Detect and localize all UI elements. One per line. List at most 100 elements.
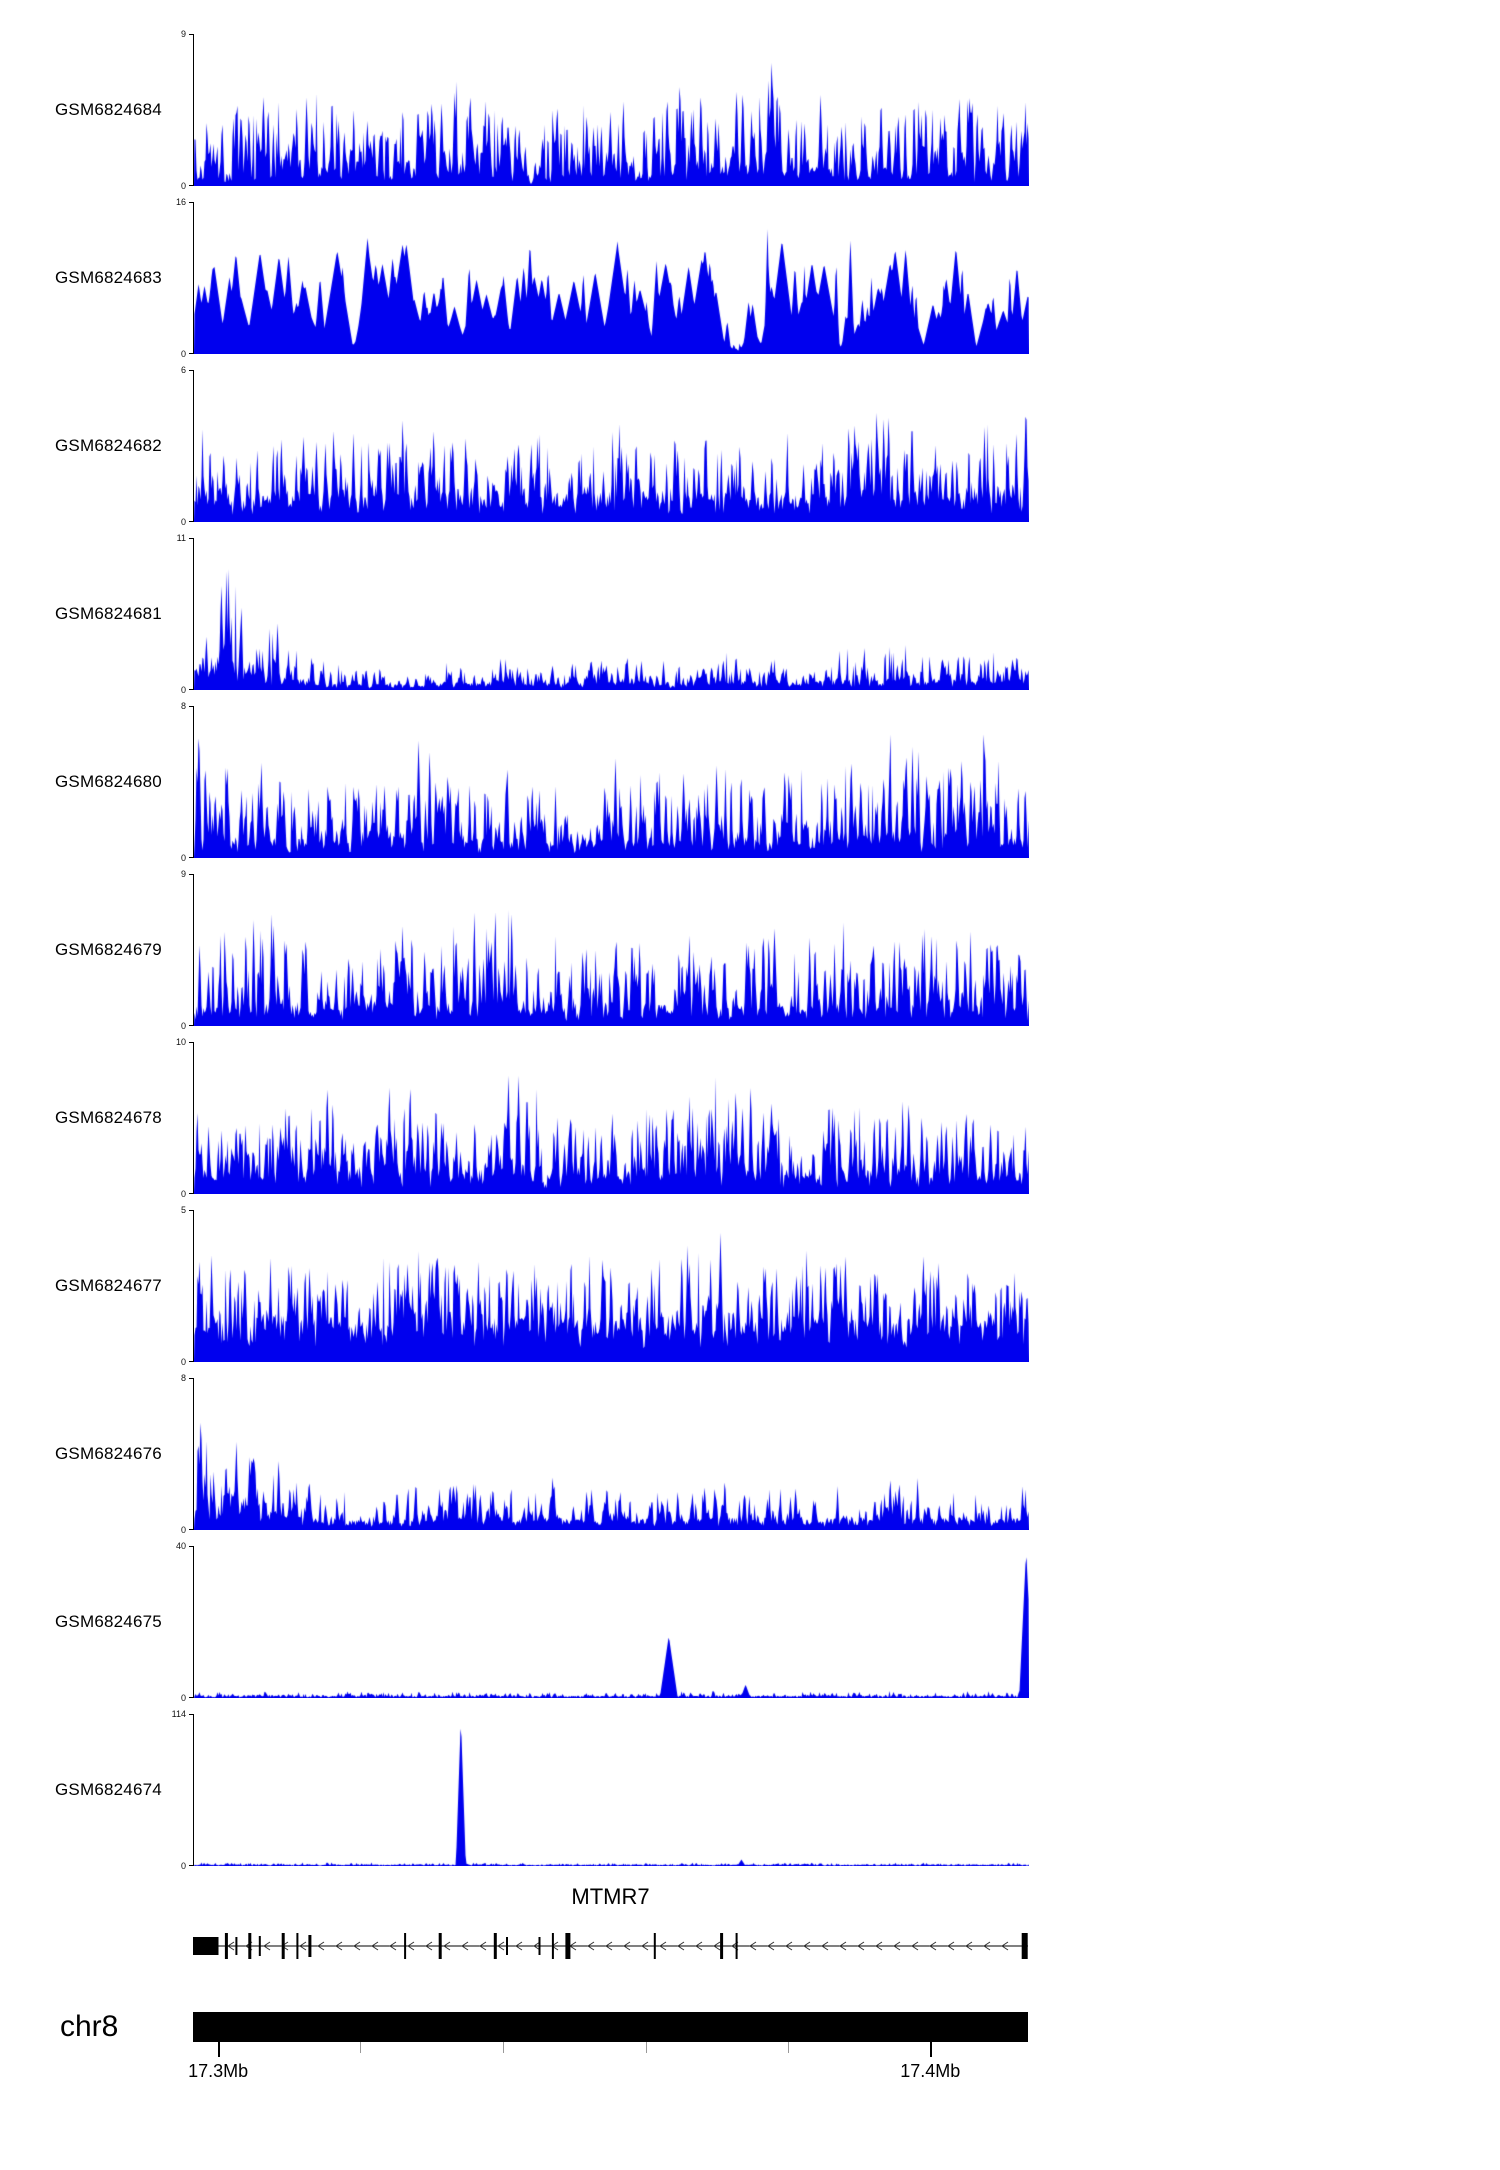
chromosome-label: chr8 (60, 2010, 119, 2043)
ruler-tick-label: 17.4Mb (900, 2061, 961, 2081)
track-ymax-label: 9 (180, 29, 186, 39)
strand-arrow-left-icon (911, 1941, 919, 1951)
gene-exon (720, 1933, 724, 1959)
gene-exon (1021, 1933, 1028, 1959)
track-signal-canvas (194, 202, 1029, 354)
strand-arrow-left-icon (389, 1941, 397, 1951)
track-ymin-label: 0 (180, 1525, 186, 1535)
strand-arrow-left-icon (659, 1941, 667, 1951)
track-ymax-label: 8 (180, 1373, 186, 1383)
gene-exon (308, 1935, 312, 1957)
track-label: GSM6824674 (55, 1780, 162, 1799)
track-ymax-label: 6 (180, 365, 186, 375)
gene-model-track (192, 1916, 1028, 1976)
gene-exon (296, 1933, 299, 1959)
strand-arrow-left-icon (461, 1941, 469, 1951)
chromosome-ideogram-bar (193, 2012, 1028, 2042)
strand-arrow-left-icon (839, 1941, 847, 1951)
track-row: GSM6824683 16 0 (0, 197, 1500, 359)
track-row: GSM6824684 9 0 (0, 29, 1500, 191)
strand-arrow-left-icon (479, 1941, 487, 1951)
track-label: GSM6824682 (55, 436, 162, 455)
strand-arrow-left-icon (767, 1941, 775, 1951)
gene-name-label: MTMR7 (571, 1884, 650, 1909)
track-signal-canvas (194, 370, 1029, 522)
gene-exon (258, 1936, 261, 1956)
track-plot (189, 34, 1029, 186)
strand-arrow-left-icon (605, 1941, 613, 1951)
ruler-minor-tick (502, 2042, 504, 2053)
track-row: GSM6824681 11 0 (0, 533, 1500, 695)
track-signal-canvas (194, 1210, 1029, 1362)
ruler-minor-tick (788, 2042, 790, 2053)
track-signal-canvas (194, 1546, 1029, 1698)
strand-arrow-left-icon (335, 1941, 343, 1951)
gene-exon (506, 1937, 508, 1955)
gene-exon (281, 1933, 285, 1959)
gene-exon (235, 1937, 238, 1955)
gene-exon (404, 1933, 407, 1959)
strand-arrow-left-icon (677, 1941, 685, 1951)
strand-arrow-left-icon (947, 1941, 955, 1951)
strand-arrow-left-icon (425, 1941, 433, 1951)
track-ymax-label: 10 (175, 1037, 186, 1047)
ruler-minor-tick (645, 2042, 647, 2053)
strand-arrow-left-icon (857, 1941, 865, 1951)
gene-exon (192, 1937, 219, 1955)
track-label: GSM6824677 (55, 1276, 162, 1295)
track-ymin-label: 0 (180, 1021, 186, 1031)
track-signal-canvas (194, 1042, 1029, 1194)
strand-arrow-left-icon (497, 1941, 505, 1951)
track-row: GSM6824676 8 0 (0, 1373, 1500, 1535)
strand-arrow-left-icon (929, 1941, 937, 1951)
track-signal-canvas (194, 538, 1029, 690)
track-plot (189, 1378, 1029, 1530)
strand-arrow-left-icon (263, 1941, 271, 1951)
strand-arrow-left-icon (875, 1941, 883, 1951)
signal-tracks: GSM6824684 9 0 GSM6824683 16 0 GSM6824682 6 0 GSM… (0, 29, 1500, 1882)
strand-arrow-left-icon (227, 1941, 235, 1951)
track-ymin-label: 0 (180, 517, 186, 527)
strand-arrow-left-icon (353, 1941, 361, 1951)
gene-exon (248, 1933, 252, 1959)
strand-arrow-left-icon (803, 1941, 811, 1951)
ruler-major-tick (218, 2042, 221, 2057)
chromosome-ruler: 17.3Mb 17.4Mb (188, 2012, 1028, 2122)
track-signal-canvas (194, 34, 1029, 186)
strand-arrow-left-icon (407, 1941, 415, 1951)
strand-arrow-left-icon (893, 1941, 901, 1951)
strand-arrow-left-icon (443, 1941, 451, 1951)
track-row: GSM6824680 8 0 (0, 701, 1500, 863)
track-label: GSM6824678 (55, 1108, 162, 1127)
strand-arrow-left-icon (317, 1941, 325, 1951)
track-row: GSM6824682 6 0 (0, 365, 1500, 527)
track-plot (189, 1042, 1029, 1194)
track-label: GSM6824680 (55, 772, 162, 791)
track-plot (189, 202, 1029, 354)
gene-exon (551, 1933, 554, 1959)
track-signal-canvas (194, 1714, 1029, 1866)
track-ymax-label: 114 (171, 1709, 186, 1719)
track-ymin-label: 0 (180, 685, 186, 695)
strand-arrow-left-icon (785, 1941, 793, 1951)
gene-exon (538, 1937, 541, 1955)
strand-arrow-left-icon (749, 1941, 757, 1951)
track-signal-canvas (194, 706, 1029, 858)
strand-arrow-left-icon (371, 1941, 379, 1951)
strand-arrow-left-icon (821, 1941, 829, 1951)
strand-arrow-left-icon (641, 1941, 649, 1951)
track-ymax-label: 5 (180, 1205, 186, 1215)
strand-arrow-left-icon (1001, 1941, 1009, 1951)
strand-arrow-left-icon (983, 1941, 991, 1951)
track-ymin-label: 0 (180, 1861, 186, 1871)
gene-exon (224, 1933, 228, 1959)
strand-arrow-left-icon (713, 1941, 721, 1951)
track-label: GSM6824683 (55, 268, 162, 287)
gene-exon (438, 1933, 442, 1959)
strand-arrow-left-icon (695, 1941, 703, 1951)
gene-model-svg (192, 1933, 1028, 1959)
track-label: GSM6824675 (55, 1612, 162, 1631)
track-ymin-label: 0 (180, 853, 186, 863)
track-plot (189, 706, 1029, 858)
